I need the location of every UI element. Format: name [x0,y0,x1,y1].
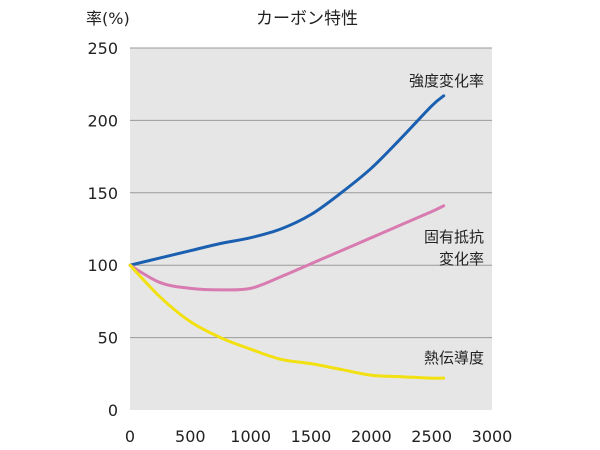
series-label-1: 強度変化率 [409,72,484,90]
y-tick-label: 200 [87,111,118,130]
x-tick-label: 500 [175,427,206,446]
x-tick-label: 2500 [411,427,452,446]
y-tick-label: 250 [87,39,118,58]
series-line-3 [128,263,446,380]
x-tick-label: 3000 [472,427,513,446]
x-tick-label: 1500 [291,427,332,446]
x-tick-label: 2000 [351,427,392,446]
y-tick-labels: 0 50 100 150 200 250 [87,39,118,420]
series-line-1 [128,94,446,267]
y-tick-label: 150 [87,184,118,203]
series-label-2: 変化率 [439,250,484,268]
x-tick-label: 1000 [230,427,271,446]
y-tick-label: 50 [98,329,118,348]
x-tick-label: 0 [125,427,135,446]
series-label-2: 固有抵抗 [424,228,484,246]
y-axis-label: 率(%) [86,9,130,28]
x-tick-labels: 0 500 1000 1500 2000 2500 3000 [125,427,512,446]
series-line-2 [128,204,446,292]
series-label-3: 熱伝導度 [424,349,484,367]
series-lines [128,94,446,380]
y-tick-label: 100 [87,256,118,275]
y-tick-label: 0 [108,401,118,420]
chart-title: カーボン特性 [256,9,358,29]
plot-area [130,48,492,410]
